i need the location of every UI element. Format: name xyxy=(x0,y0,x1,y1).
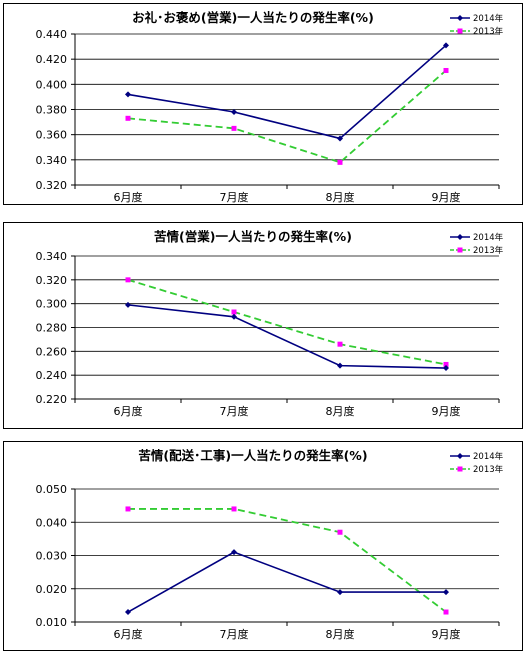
chart-2-point-2014 xyxy=(337,362,343,369)
chart-3-point-2013 xyxy=(443,609,449,615)
chart-1-point-2013 xyxy=(125,115,131,121)
chart-2-legend-marker xyxy=(457,247,463,253)
chart-1-title: お礼･お褒め(営業)一人当たりの発生率(%) xyxy=(132,10,374,25)
chart-3-x-tick-label: 9月度 xyxy=(432,627,461,641)
chart-1-y-tick-label: 0.420 xyxy=(36,53,68,66)
chart-2-point-2014 xyxy=(231,313,237,320)
chart-2-legend-marker xyxy=(457,234,463,240)
chart-2-y-tick-label: 0.300 xyxy=(36,298,68,311)
chart-3-legend-label: 2014年 xyxy=(473,451,504,462)
chart-3-title: 苦情(配送･工事)一人当たりの発生率(%) xyxy=(138,448,367,463)
chart-2-legend-label: 2013年 xyxy=(473,245,504,256)
chart-3-point-2014 xyxy=(443,589,449,596)
chart-1-legend-marker xyxy=(457,28,463,34)
chart-3-y-tick-label: 0.050 xyxy=(36,483,68,496)
chart-panel-3: 苦情(配送･工事)一人当たりの発生率(%) 0.010 0.020 0.030 0.04… xyxy=(3,441,523,651)
chart-2-y-tick-label: 0.220 xyxy=(36,393,68,406)
chart-2-point-2013 xyxy=(443,361,449,367)
chart-2-title: 苦情(営業)一人当たりの発生率(%) xyxy=(154,229,352,244)
chart-1-y-tick-label: 0.360 xyxy=(36,129,68,142)
chart-2-point-2014 xyxy=(125,301,131,308)
chart-3-point-2014 xyxy=(125,609,131,616)
chart-2-legend-label: 2014年 xyxy=(473,232,504,243)
chart-2-x-tick-label: 8月度 xyxy=(326,404,355,418)
chart-1-series-2014-line xyxy=(127,44,447,140)
chart-2-y-tick-label: 0.260 xyxy=(36,345,68,358)
chart-1-y-tick-label: 0.340 xyxy=(36,154,68,167)
chart-2-point-2014 xyxy=(443,365,449,372)
chart-2-y-tick-label: 0.340 xyxy=(36,250,68,263)
chart-2-point-2013 xyxy=(125,277,131,283)
chart-3-legend-marker xyxy=(457,466,463,472)
chart-1-x-tick-label: 8月度 xyxy=(326,190,355,204)
chart-2-series-2014-line xyxy=(127,304,447,369)
chart-1-legend-marker xyxy=(457,15,463,21)
chart-3-series-2014-line xyxy=(127,551,446,613)
chart-3-y-tick-label: 0.020 xyxy=(36,583,68,596)
chart-3-x-tick-label: 8月度 xyxy=(326,627,355,641)
chart-3-point-2013 xyxy=(231,506,237,512)
chart-3-y-tick-label: 0.040 xyxy=(36,516,68,529)
chart-2-point-2013 xyxy=(231,309,237,315)
chart-2-x-tick-label: 6月度 xyxy=(114,404,143,418)
chart-3-point-2013 xyxy=(337,529,343,535)
chart-3-y-tick-label: 0.010 xyxy=(36,616,68,629)
chart-1-point-2014 xyxy=(231,109,237,116)
chart-1-x-tick-label: 9月度 xyxy=(432,190,461,204)
chart-1-point-2013 xyxy=(443,67,449,73)
chart-3-series-2013-line xyxy=(128,508,447,613)
chart-3-y-tick-label: 0.030 xyxy=(36,550,68,563)
chart-3: 苦情(配送･工事)一人当たりの発生率(%) 0.010 0.020 0.030 0.04… xyxy=(36,448,504,641)
chart-3-x-tick-label: 6月度 xyxy=(114,627,143,641)
chart-1-point-2014 xyxy=(125,91,131,98)
chart-1-y-tick-label: 0.380 xyxy=(36,104,68,117)
chart-3-x-tick-label: 7月度 xyxy=(220,627,249,641)
chart-1-point-2013 xyxy=(337,159,343,165)
chart-2-y-tick-label: 0.280 xyxy=(36,322,68,335)
chart-1-y-tick-label: 0.320 xyxy=(36,179,68,192)
chart-3-point-2013 xyxy=(125,506,131,512)
chart-panel-1: お礼･お褒め(営業)一人当たりの発生率(%) 0.320 0.340 0.360 0.3… xyxy=(3,3,523,205)
chart-1-x-tick-label: 7月度 xyxy=(220,190,249,204)
chart-3-legend-label: 2013年 xyxy=(473,464,504,475)
chart-1-legend-label: 2013年 xyxy=(473,26,504,37)
chart-1: お礼･お褒め(営業)一人当たりの発生率(%) 0.320 0.340 0.360 0.3… xyxy=(36,10,504,204)
chart-1-y-tick-label: 0.400 xyxy=(36,78,68,91)
chart-2-series-2013-line xyxy=(127,278,447,366)
chart-3-point-2014 xyxy=(231,549,237,556)
chart-1-x-tick-label: 6月度 xyxy=(114,190,143,204)
chart-2-x-tick-label: 7月度 xyxy=(220,404,249,418)
chart-1-point-2014 xyxy=(337,135,343,142)
chart-1-y-tick-label: 0.440 xyxy=(36,28,68,41)
chart-2-point-2013 xyxy=(337,341,343,347)
chart-1-legend-label: 2014年 xyxy=(473,13,504,24)
chart-2-y-tick-label: 0.240 xyxy=(36,369,68,382)
chart-3-legend-marker xyxy=(457,453,463,459)
chart-3-point-2014 xyxy=(337,589,343,596)
chart-1-point-2014 xyxy=(443,42,449,49)
chart-panel-2: 苦情(営業)一人当たりの発生率(%) 0.220 0.240 0.260 0.280 0.… xyxy=(3,222,523,429)
chart-2-x-tick-label: 9月度 xyxy=(432,404,461,418)
chart-2-y-tick-label: 0.320 xyxy=(36,274,68,287)
chart-1-point-2013 xyxy=(231,125,237,131)
chart-2: 苦情(営業)一人当たりの発生率(%) 0.220 0.240 0.260 0.280 0.… xyxy=(36,229,504,418)
chart-1-series-2013-line xyxy=(127,69,447,164)
